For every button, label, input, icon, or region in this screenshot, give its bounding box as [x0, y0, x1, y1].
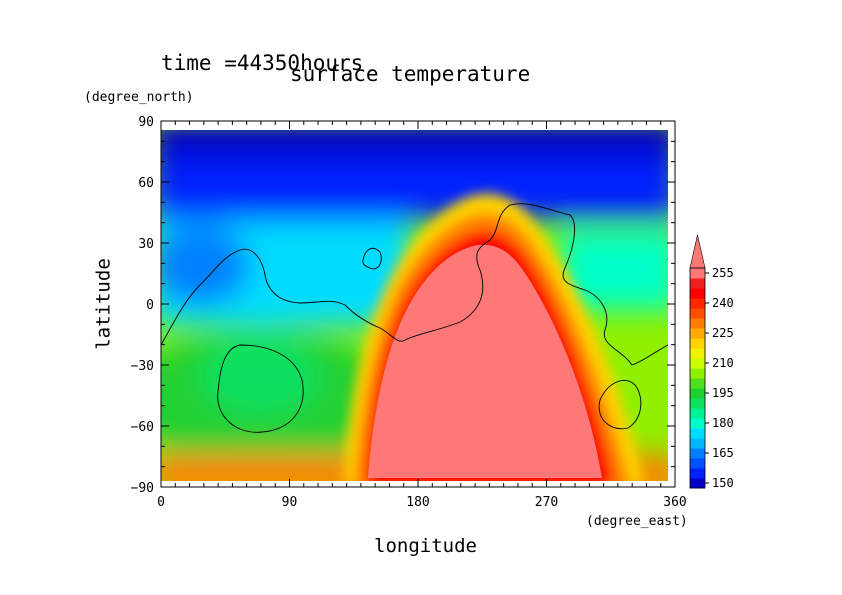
- colorbar-label: 180: [712, 416, 734, 430]
- y-tick-label: 0: [146, 298, 154, 313]
- contour-continent: [161, 203, 668, 366]
- y-tick-label: −30: [131, 359, 154, 374]
- colorbar-swatch: [690, 318, 705, 329]
- colorbar-label: 240: [712, 296, 734, 310]
- colorbar-swatch: [690, 328, 705, 339]
- field-polar-core: [161, 130, 668, 160]
- colorbar-swatch: [690, 288, 705, 299]
- colorbar-label: 210: [712, 356, 734, 370]
- colorbar-swatch: [690, 468, 705, 479]
- colorbar-swatch: [690, 408, 705, 419]
- colorbar-swatch: [690, 478, 705, 489]
- colorbar-swatch: [690, 388, 705, 399]
- contour-southeast-loop: [598, 380, 642, 430]
- colorbar-swatch: [690, 418, 705, 429]
- x-tick-label: 360: [663, 495, 686, 510]
- colorbar-label: 225: [712, 326, 734, 340]
- x-tick-label: 0: [157, 495, 165, 510]
- y-tick-label: 30: [138, 237, 154, 252]
- colorbar-swatch: [690, 358, 705, 369]
- colorbar-label: 150: [712, 476, 734, 490]
- colorbar-swatch: [690, 298, 705, 309]
- temperature-field: [161, 130, 668, 481]
- colorbar-swatch: [690, 268, 705, 279]
- hot-core: [368, 244, 602, 478]
- y-tick-label: 60: [138, 176, 154, 191]
- y-tick-label: 90: [138, 115, 154, 130]
- x-axis-units: (degree_east): [586, 514, 688, 529]
- colorbar-swatch: [690, 278, 705, 289]
- colorbar-frame: [689, 267, 706, 489]
- colorbar-swatch: [690, 428, 705, 439]
- x-tick-label: 270: [535, 495, 558, 510]
- y-tick-label: −60: [131, 420, 154, 435]
- colorbar-swatch: [690, 338, 705, 349]
- colorbar-label: 195: [712, 386, 734, 400]
- axes: 0 90 180 270 360 90 60 30 0 −30 −60 −90: [131, 115, 687, 510]
- colorbar-swatch: [690, 308, 705, 319]
- contour-small-island: [362, 247, 382, 270]
- colorbar-swatch: [690, 438, 705, 449]
- colorbar-swatch: [690, 378, 705, 389]
- colorbar-label: 255: [712, 266, 734, 280]
- x-tick-label: 90: [282, 495, 298, 510]
- colorbar-swatch: [690, 398, 705, 409]
- x-axis-label: longitude: [374, 535, 477, 557]
- colorbar-swatch: [690, 348, 705, 359]
- field-green-core-south: [200, 335, 320, 415]
- colorbar-label: 165: [712, 446, 734, 460]
- colorbar-swatch: [690, 448, 705, 459]
- y-axis-units: (degree_north): [84, 90, 194, 105]
- time-label: time =44350hours: [161, 51, 364, 75]
- colorbar-swatch: [690, 458, 705, 469]
- chart-title: surface temperature: [290, 62, 531, 86]
- contour-lines: [161, 203, 668, 433]
- contour-southern-loop: [217, 344, 304, 433]
- y-tick-label: −90: [131, 481, 154, 496]
- colorbar-swatch: [690, 368, 705, 379]
- field-blue-patch-west: [161, 225, 250, 305]
- colorbar: 150 165 180 195 210 225 240 255: [689, 234, 734, 490]
- colorbar-extend-arrow: [689, 234, 706, 269]
- x-tick-label: 180: [406, 495, 429, 510]
